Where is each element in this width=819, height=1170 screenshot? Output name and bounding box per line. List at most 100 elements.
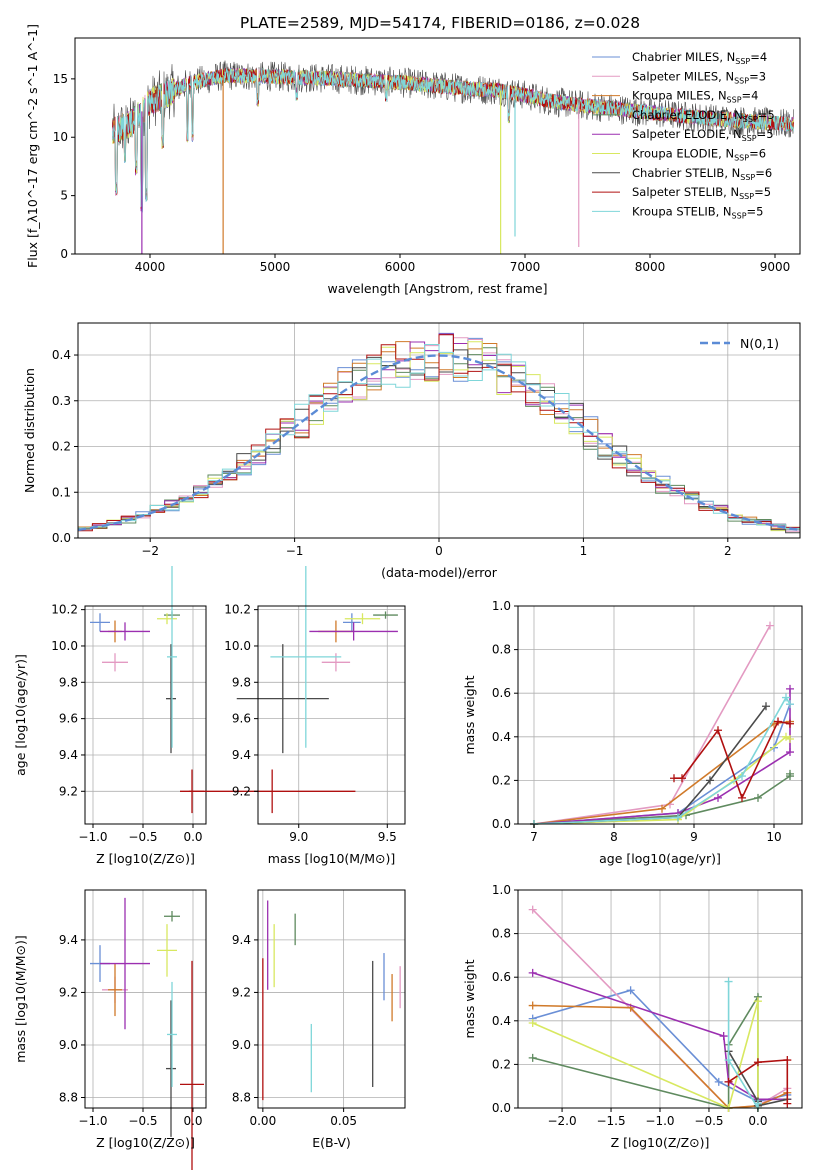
y-tick-label: 0.0 <box>492 1101 511 1115</box>
x-tick-label: 0.05 <box>330 1114 357 1128</box>
x-tick-label: 9000 <box>760 260 791 274</box>
histogram-step-8 <box>78 344 800 529</box>
y-axis-label: mass weight <box>462 675 477 754</box>
x-axis-label: age [log10(age/yr)] <box>599 851 721 866</box>
mass-weight-marker <box>670 774 678 783</box>
mass-weight-marker <box>762 702 770 711</box>
mass-weight-marker <box>528 968 537 977</box>
x-axis-label: (data-model)/error <box>381 565 498 580</box>
y-axis-label: Flux [f_λ10^-17 erg cm^-2 s^-1 A^-1] <box>25 24 40 268</box>
mass-weight-vs-metallicity-panel: −2.0 −1.5 −1.0 −0.5 0.0 0.0 0.2 0.4 0.6 0.8 1.0 Z [… <box>462 883 803 1150</box>
normal-reference-curve <box>77 354 801 532</box>
y-tick-label: 0.0 <box>52 531 71 545</box>
y-tick-label: 9.2 <box>59 784 78 798</box>
x-tick-label: 9.0 <box>289 830 308 844</box>
figure-title: PLATE=2589, MJD=54174, FIBERID=0186, z=0… <box>240 14 640 32</box>
x-tick-label: −1.5 <box>596 1114 625 1128</box>
mass-weight-marker <box>724 1077 733 1086</box>
y-tick-label: 0.2 <box>492 1057 511 1071</box>
mass-weight-line-3 <box>533 773 791 825</box>
mass-weight-marker <box>753 997 762 1006</box>
y-tick-label: 10.2 <box>224 603 251 617</box>
y-tick-label: 8.8 <box>59 1090 78 1104</box>
legend-entry: Chabrier STELIB, NSSP=6 <box>632 166 772 182</box>
mass-weight-marker <box>753 1099 762 1108</box>
y-tick-label: 9.4 <box>232 933 251 947</box>
y-tick-label: 10.0 <box>224 639 251 653</box>
x-tick-label: 6000 <box>385 260 416 274</box>
x-axis-label: Z [log10(Z/Z⊙)] <box>96 851 195 866</box>
y-tick-label: 0.2 <box>492 773 511 787</box>
x-tick-label: 8000 <box>635 260 666 274</box>
y-tick-label: 0.4 <box>52 348 71 362</box>
y-tick-label: 9.0 <box>232 1038 251 1052</box>
mass-weight-marker <box>786 719 794 728</box>
legend-entry: Chabrier ELODIE, NSSP=5 <box>632 108 775 124</box>
x-tick-label: 9 <box>690 830 698 844</box>
y-tick-label: 10 <box>53 130 68 144</box>
x-tick-label: 0.0 <box>183 830 202 844</box>
mass-weight-marker <box>766 621 774 630</box>
mass-weight-marker <box>658 804 666 813</box>
y-tick-label: 0.1 <box>52 485 71 499</box>
histogram-step-7 <box>78 334 800 532</box>
mass-weight-marker <box>674 813 682 822</box>
mass-weight-marker <box>714 726 722 735</box>
mass-weight-line-5 <box>532 1000 759 1110</box>
y-tick-label: 9.4 <box>59 748 78 762</box>
axes-frame <box>84 889 207 1109</box>
legend-entry: Salpeter STELIB, NSSP=5 <box>632 185 771 201</box>
x-tick-label: 0.0 <box>748 1114 767 1128</box>
x-tick-label: 1 <box>580 544 588 558</box>
x-axis-label: E(B-V) <box>312 1135 351 1150</box>
x-tick-label: 0.00 <box>249 1114 276 1128</box>
mass-weight-marker <box>774 717 782 726</box>
mass-weight-marker <box>786 700 794 709</box>
legend-entry: Kroupa ELODIE, NSSP=6 <box>632 147 766 163</box>
legend-entry: Salpeter ELODIE, NSSP=5 <box>632 127 774 143</box>
mass-weight-marker <box>724 977 733 986</box>
mass-weight-marker <box>782 693 790 702</box>
y-tick-label: 0.6 <box>492 686 511 700</box>
x-tick-label: −2.0 <box>547 1114 576 1128</box>
x-tick-label: 2 <box>724 544 732 558</box>
mass-weight-line-1 <box>533 625 771 825</box>
y-tick-label: 8.8 <box>232 1090 251 1104</box>
y-tick-label: 1.0 <box>492 883 511 897</box>
age-vs-mass-panel: 9.0 9.5 9.2 9.4 9.6 9.8 10.0 10.2 mass [log10(M/… <box>188 566 406 866</box>
x-axis-label: Z [log10(Z/Z⊙)] <box>96 1135 195 1150</box>
y-tick-label: 0.2 <box>52 440 71 454</box>
x-axis-label: Z [log10(Z/Z⊙)] <box>611 1135 710 1150</box>
mass-weight-marker <box>706 776 714 785</box>
mass-weight-marker <box>528 1018 537 1027</box>
x-tick-label: −0.5 <box>128 830 157 844</box>
legend-entry: N(0,1) <box>740 336 779 351</box>
mass-weight-marker <box>786 684 794 693</box>
y-tick-label: 15 <box>53 72 68 86</box>
mass-weight-marker <box>786 769 794 778</box>
axes-frame <box>257 605 406 825</box>
mass-weight-marker <box>738 793 746 802</box>
x-axis-label: mass [log10(M/M⊙)] <box>268 851 396 866</box>
mass-weight-marker <box>528 1053 537 1062</box>
axes-frame <box>257 889 406 1109</box>
x-tick-label: 5000 <box>260 260 291 274</box>
residual-histogram-panel: −2 −1 0 1 2 0.0 0.1 0.2 0.3 0.4 (data-model)/error… <box>22 322 801 580</box>
legend-entry: Chabrier MILES, NSSP=4 <box>632 50 767 66</box>
mass-weight-line-7 <box>728 1059 789 1104</box>
x-tick-label: 4000 <box>135 260 166 274</box>
x-tick-label: −1.0 <box>78 1114 107 1128</box>
x-tick-label: −1.0 <box>78 830 107 844</box>
y-tick-label: 9.8 <box>232 675 251 689</box>
y-tick-label: 9.4 <box>59 933 78 947</box>
x-tick-label: 0.0 <box>183 1114 202 1128</box>
mass-weight-line-4 <box>533 688 791 825</box>
y-tick-label: 0.4 <box>492 730 511 744</box>
mass-weight-marker <box>714 793 722 802</box>
mass-weight-marker <box>626 986 635 995</box>
mass-weight-marker <box>724 1056 733 1065</box>
y-axis-label: Normed distribution <box>22 368 37 493</box>
mass-weight-line-3 <box>532 993 759 1110</box>
mass-vs-metallicity-panel: −1.0 −0.5 0.0 8.8 9.0 9.2 9.4 Z [log10(Z/Z⊙)] ma… <box>13 889 207 1170</box>
